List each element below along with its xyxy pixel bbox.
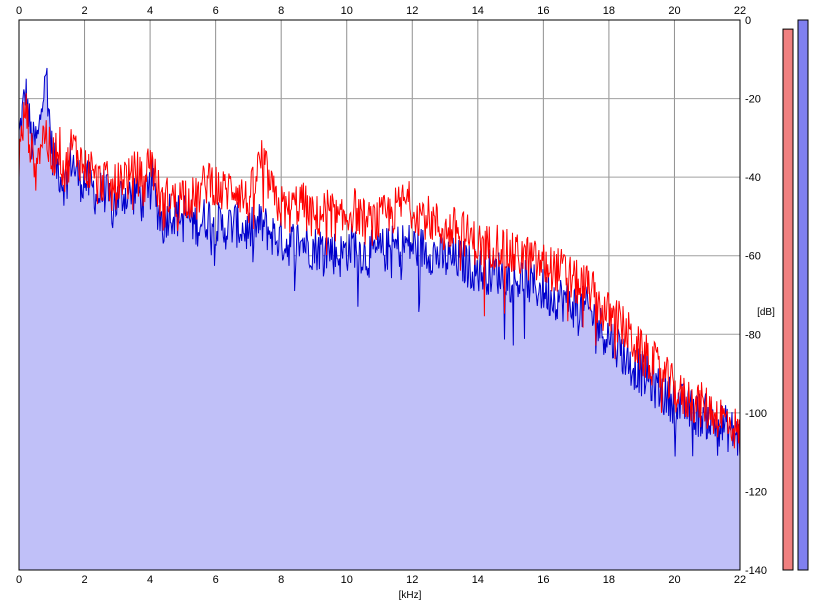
- x-ticks-top: 0 2 4 6 8 10 12 14 16 18 20 22: [16, 5, 746, 17]
- x-tick-label-top: 14: [472, 5, 484, 17]
- y-tick-label: -120: [745, 486, 767, 498]
- x-tick-label-top: 2: [81, 5, 87, 17]
- x-tick-label-top: 22: [734, 5, 746, 17]
- level-meters: [782, 19, 809, 571]
- y-ticks: 0 -20 -40 -60 -80 -100 -120 -140: [745, 15, 767, 577]
- x-tick-label-top: 4: [147, 5, 153, 17]
- x-tick-label-bottom: 8: [278, 574, 284, 586]
- x-tick-label-bottom: 18: [603, 574, 615, 586]
- x-tick-label-top: 6: [213, 5, 219, 17]
- spectrum-fill: [19, 68, 740, 570]
- spectrum-area: [19, 68, 740, 570]
- x-tick-label-top: 0: [16, 5, 22, 17]
- x-tick-label-bottom: 12: [406, 574, 418, 586]
- x-tick-label-top: 18: [603, 5, 615, 17]
- x-tick-label-top: 10: [341, 5, 353, 17]
- series-line-right: [18, 67, 741, 457]
- x-tick-label-bottom: 10: [341, 574, 353, 586]
- x-tick-label-bottom: 2: [81, 574, 87, 586]
- x-ticks-bottom: 0 2 4 6 8 10 12 14 16 18 20 22: [16, 574, 746, 586]
- x-tick-label-bottom: 14: [472, 574, 484, 586]
- y-tick-label: -140: [745, 565, 767, 577]
- series-layer: [18, 67, 741, 457]
- y-tick-label: -100: [745, 408, 767, 420]
- level-meter-right: [797, 19, 809, 571]
- x-axis-label: [kHz]: [399, 590, 422, 601]
- series-line-left: [18, 93, 741, 457]
- x-tick-label-bottom: 4: [147, 574, 153, 586]
- y-tick-label: -40: [745, 172, 761, 184]
- x-tick-label-bottom: 20: [668, 574, 680, 586]
- plot-border: [18, 19, 741, 571]
- x-tick-label-bottom: 22: [734, 574, 746, 586]
- x-tick-label-top: 20: [668, 5, 680, 17]
- x-tick-label-top: 12: [406, 5, 418, 17]
- x-tick-label-top: 8: [278, 5, 284, 17]
- y-tick-label: -20: [745, 94, 761, 106]
- x-tick-label-bottom: 16: [537, 574, 549, 586]
- y-tick-label: -60: [745, 251, 761, 263]
- x-tick-label-bottom: 0: [16, 574, 22, 586]
- y-tick-label: 0: [745, 15, 751, 27]
- x-tick-label-top: 16: [537, 5, 549, 17]
- y-axis-label: [dB]: [757, 307, 775, 318]
- x-tick-label-bottom: 6: [213, 574, 219, 586]
- level-meter-left: [782, 28, 794, 571]
- y-tick-label: -80: [745, 329, 761, 341]
